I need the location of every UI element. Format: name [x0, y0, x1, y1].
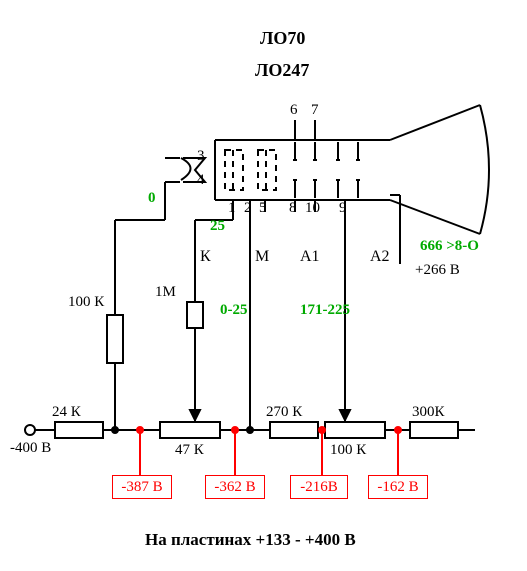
pin-4: 4: [197, 172, 205, 189]
pin-10: 10: [305, 200, 320, 217]
r-300k: 300К: [412, 404, 445, 421]
pin-1: 1: [228, 200, 236, 217]
pin-2: 2: [244, 200, 252, 217]
label-A1: А1: [300, 248, 320, 266]
green-0-25: 0-25: [220, 302, 248, 319]
pin-3: 3: [197, 148, 205, 165]
vbox-387: -387 В: [112, 475, 172, 499]
green-0: 0: [148, 190, 156, 207]
v-400: -400 В: [10, 440, 51, 457]
v-266: +266 В: [415, 262, 460, 279]
pin-7: 7: [311, 102, 319, 119]
green-171-225: 171-225: [300, 302, 350, 319]
title-2: ЛО247: [255, 60, 309, 81]
circuit-diagram: ЛО70 ЛО247 6 7 3 4 1 2 5 8 10 9 К М А1 А…: [0, 0, 527, 571]
pin-8: 8: [289, 200, 297, 217]
vbox-216: -216В: [290, 475, 348, 499]
r-270k: 270 К: [266, 404, 302, 421]
pin-6: 6: [290, 102, 298, 119]
green-25: 25: [210, 218, 225, 235]
r-100k: 100 К: [68, 294, 104, 311]
r-100k2: 100 К: [330, 442, 366, 459]
r-47k: 47 К: [175, 442, 204, 459]
label-K: К: [200, 248, 211, 266]
label-M: М: [255, 248, 269, 266]
r-1m: 1М: [155, 284, 176, 301]
vbox-362: -362 В: [205, 475, 265, 499]
green-666: 666 >8-O: [420, 238, 479, 255]
pin-9: 9: [339, 200, 347, 217]
title-1: ЛО70: [260, 28, 305, 49]
footer-text: На пластинах +133 - +400 В: [145, 530, 356, 550]
pin-5: 5: [259, 200, 267, 217]
r-24k: 24 К: [52, 404, 81, 421]
label-A2: А2: [370, 248, 390, 266]
vbox-162: -162 В: [368, 475, 428, 499]
